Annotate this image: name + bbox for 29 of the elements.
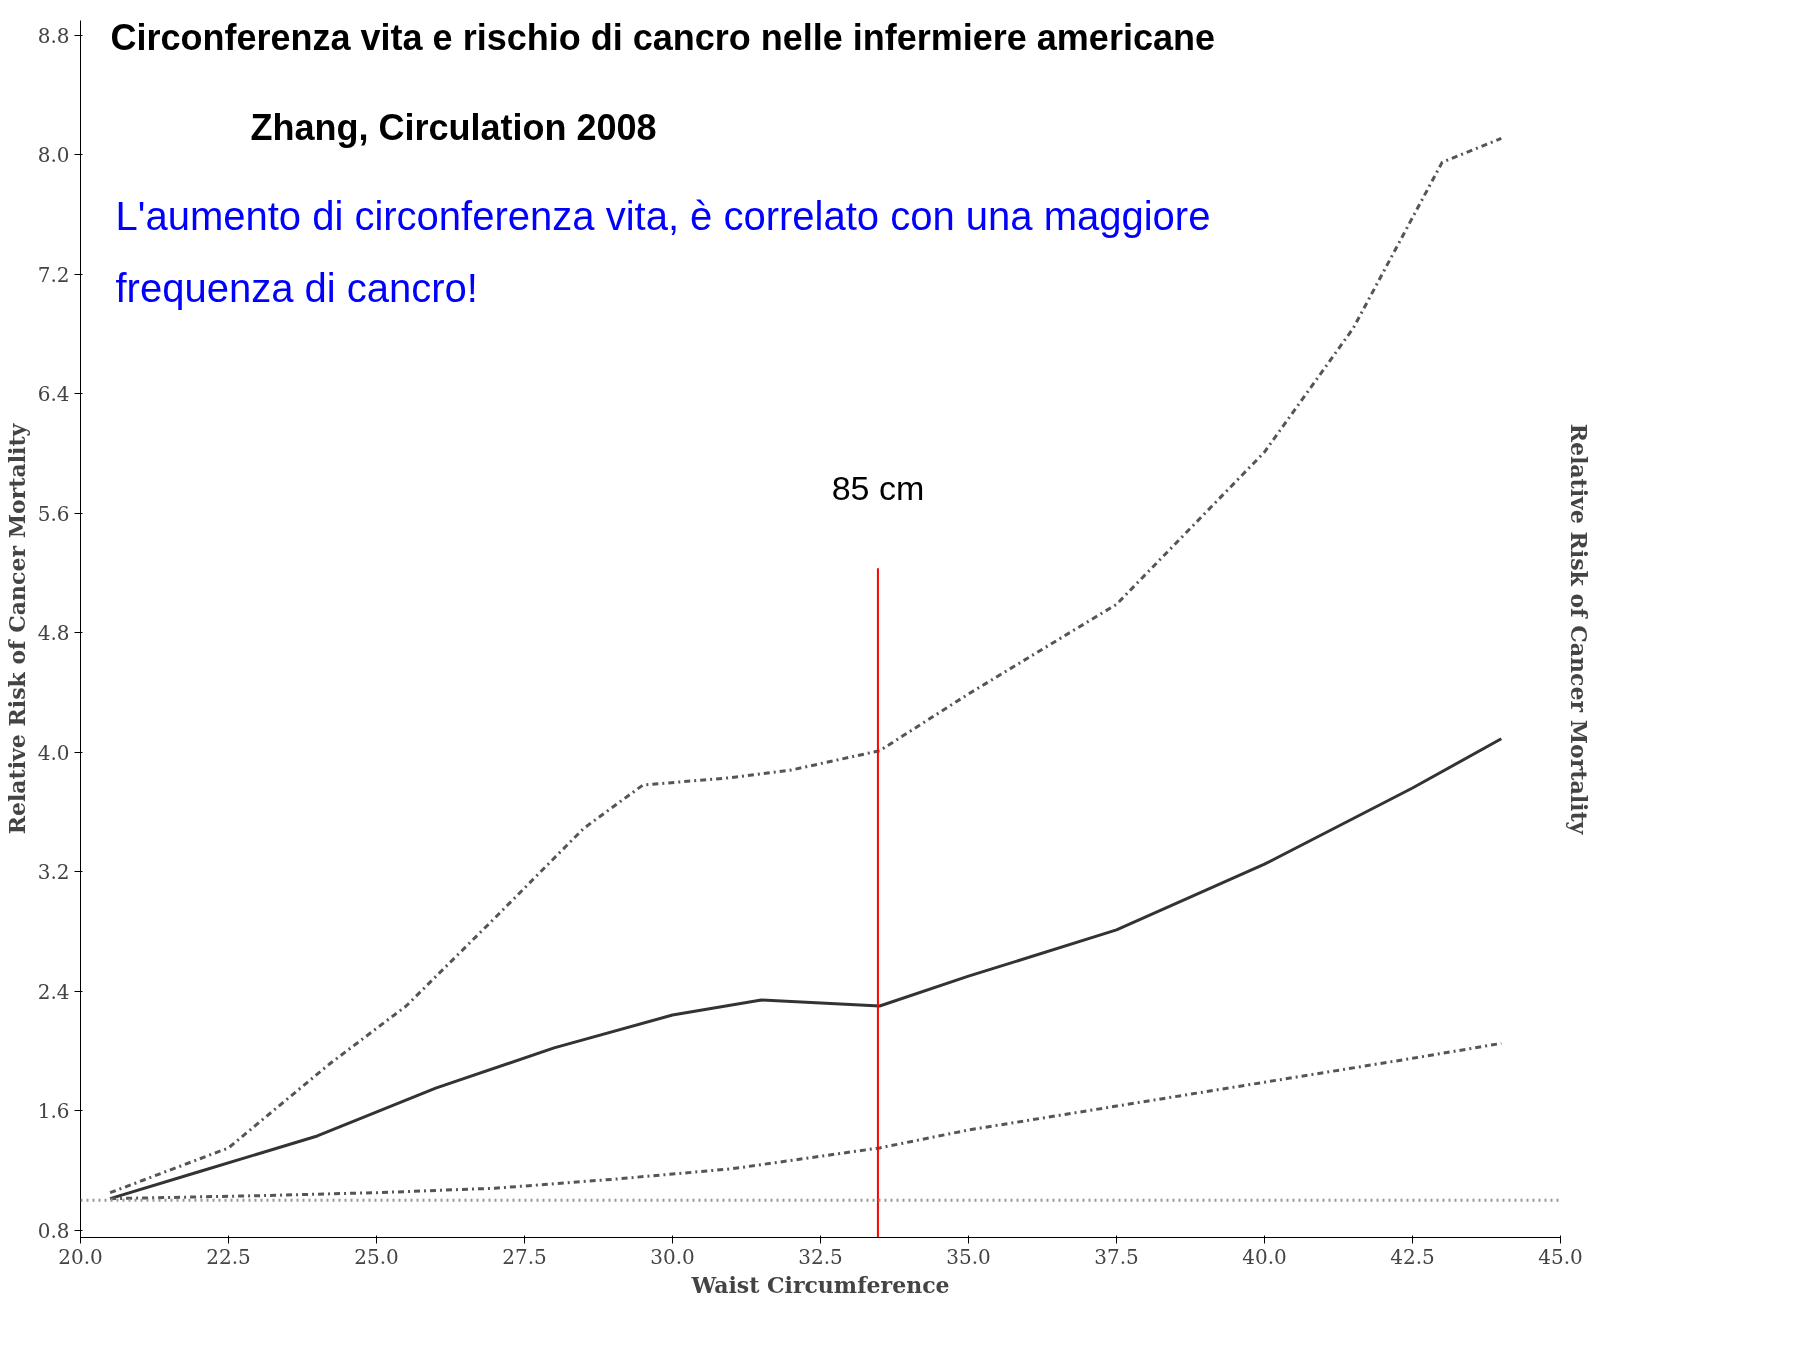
y-tick-label: 1.6 <box>37 1099 70 1124</box>
y-tick-label: 2.4 <box>37 979 70 1004</box>
y-tick-label: 4.0 <box>37 740 70 765</box>
x-tick-label: 20.0 <box>58 1244 103 1269</box>
x-tick-label: 45.0 <box>1538 1244 1583 1269</box>
y-tick-label: 8.0 <box>37 143 70 168</box>
x-tick-label: 22.5 <box>206 1244 251 1269</box>
annotation: L'aumento di circonferenza vita, è correlato con una maggiore frequenza di cancro! <box>115 193 1211 310</box>
y-tick-label: 7.2 <box>37 262 70 287</box>
x-tick-label: 42.5 <box>1390 1244 1435 1269</box>
x-tick-label: 25.0 <box>354 1244 399 1269</box>
y-tick-label: 0.8 <box>37 1218 70 1243</box>
x-axis-title: Waist Circumference <box>690 1271 950 1298</box>
y-axis-title: Relative Risk of Cancer Mortality <box>3 422 30 835</box>
x-tick-label: 32.5 <box>798 1244 843 1269</box>
x-tick-label: 40.0 <box>1242 1244 1287 1269</box>
text: Zhang, Circulation 2008 <box>250 106 657 148</box>
x-tick-label: 30.0 <box>650 1244 695 1269</box>
chart-title: Circonferenza vita e rischio di cancro nelle infermiere americane <box>110 16 1215 58</box>
ref-line-label: 85 cm <box>831 469 925 508</box>
y-tick-label: 3.2 <box>37 860 70 885</box>
x-tick-label: 35.0 <box>946 1244 991 1269</box>
x-tick-label: 37.5 <box>1094 1244 1139 1269</box>
y-tick-label: 5.6 <box>37 501 70 526</box>
y-tick-label: 6.4 <box>37 382 70 407</box>
y-tick-label: 8.8 <box>37 23 70 48</box>
y-tick-label: 4.8 <box>37 621 70 646</box>
y2-axis-title: Relative Risk of Cancer Mortality <box>1565 423 1592 836</box>
x-tick-label: 27.5 <box>502 1244 547 1269</box>
